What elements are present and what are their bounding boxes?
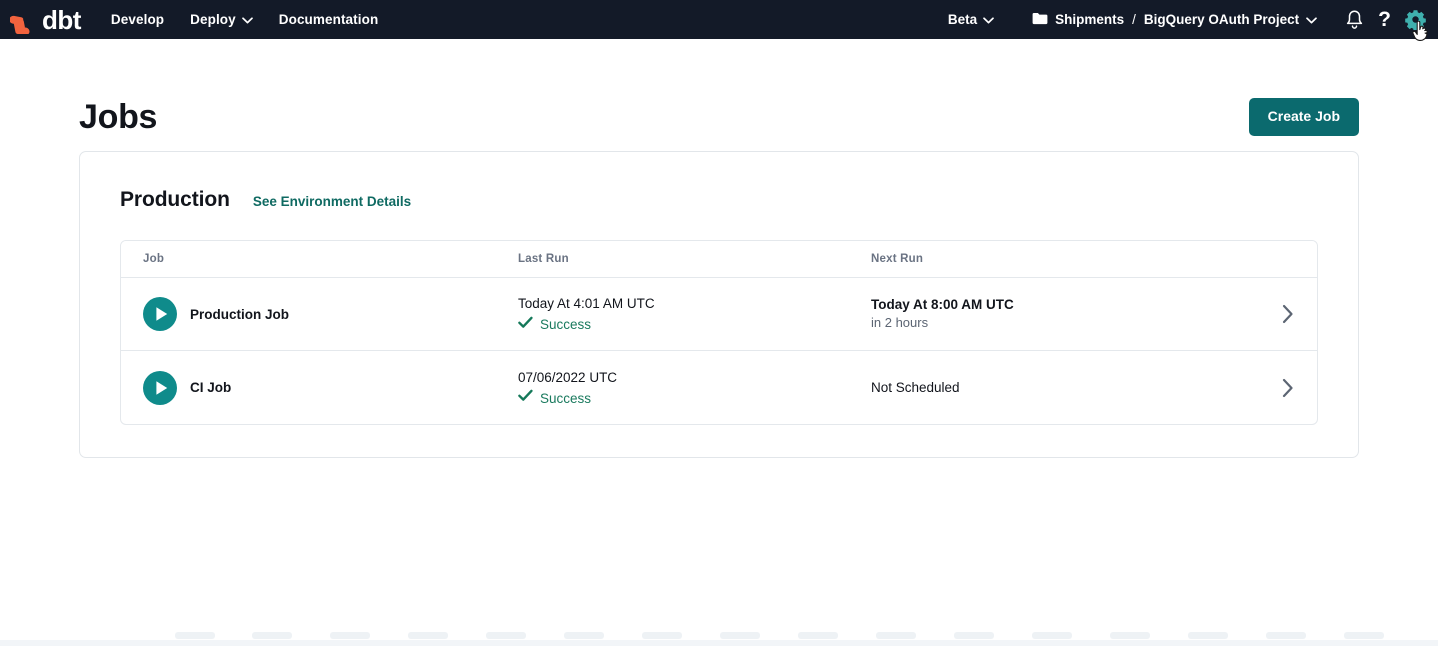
page-title: Jobs — [79, 98, 158, 136]
chevron-down-icon — [1306, 12, 1318, 27]
navbar-icon-buttons: ? — [1345, 8, 1428, 42]
bell-icon[interactable] — [1345, 9, 1364, 30]
jobs-table-header-row: Job Last Run Next Run — [121, 241, 1317, 278]
footer-ghost-bar — [1266, 632, 1306, 639]
check-icon — [518, 389, 533, 407]
nav-link-develop-label: Develop — [110, 12, 165, 27]
job-name: Production Job — [190, 306, 289, 322]
dbt-logo-icon — [10, 6, 40, 34]
chevron-right-icon — [1281, 303, 1295, 325]
jobs-table: Job Last Run Next Run Production Job — [120, 240, 1318, 425]
footer-ghost — [0, 628, 1438, 646]
footer-ghost-bar — [252, 632, 292, 639]
navbar-right-group: Beta Shipments / BigQuery OAuth Project — [948, 8, 1428, 42]
chevron-down-icon — [241, 12, 253, 27]
dbt-logo-text: dbt — [42, 4, 81, 35]
check-icon — [518, 316, 533, 334]
dbt-logo[interactable]: dbt — [10, 6, 81, 34]
beta-label: Beta — [947, 12, 978, 27]
footer-ghost-bar — [408, 632, 448, 639]
last-run-status-text: Success — [540, 390, 592, 406]
folder-icon — [1032, 12, 1048, 28]
last-run-cell: Today At 4:01 AM UTC Success — [518, 294, 871, 334]
environment-card: Production See Environment Details Job L… — [79, 151, 1359, 458]
environment-card-header: Production See Environment Details — [120, 188, 1318, 212]
footer-ghost-bar — [1344, 632, 1384, 639]
footer-ghost-bar — [642, 632, 682, 639]
chevron-right-icon — [1281, 377, 1295, 399]
see-environment-details-link[interactable]: See Environment Details — [252, 194, 412, 209]
last-run-cell: 07/06/2022 UTC Success — [518, 368, 871, 408]
job-name: CI Job — [190, 380, 232, 395]
table-row[interactable]: Production Job Today At 4:01 AM UTC Succ… — [121, 278, 1317, 351]
next-run-time: Today At 8:00 AM UTC — [871, 296, 1014, 312]
footer-ghost-bar — [175, 632, 215, 639]
breadcrumb-account-label: Shipments — [1055, 12, 1125, 27]
next-run-cell: Not Scheduled — [871, 378, 1255, 398]
last-run-status-text: Success — [540, 317, 592, 333]
nav-link-deploy-label: Deploy — [190, 12, 236, 27]
chevron-down-icon — [983, 12, 994, 27]
last-run-time: Today At 4:01 AM UTC — [518, 296, 655, 312]
nav-link-documentation[interactable]: Documentation — [279, 12, 379, 27]
job-cell: Production Job — [143, 297, 518, 331]
footer-ghost-bar — [564, 632, 604, 639]
next-run-relative: in 2 hours — [871, 315, 929, 331]
row-arrow[interactable] — [1255, 377, 1295, 399]
create-job-button[interactable]: Create Job — [1248, 98, 1359, 136]
nav-link-deploy[interactable]: Deploy — [190, 12, 253, 27]
last-run-status: Success — [518, 316, 871, 334]
row-arrow[interactable] — [1255, 303, 1295, 325]
column-header-job: Job — [143, 253, 165, 265]
footer-ghost-bar — [486, 632, 526, 639]
navbar-left-group: dbt Develop Deploy Documentation — [10, 6, 378, 34]
last-run-status: Success — [518, 389, 871, 407]
help-icon[interactable]: ? — [1378, 8, 1391, 31]
table-row[interactable]: CI Job 07/06/2022 UTC Success Not Schedu… — [121, 351, 1317, 424]
footer-ghost-bar — [876, 632, 916, 639]
breadcrumb-separator: / — [1132, 12, 1136, 27]
footer-ghost-line — [0, 640, 1438, 646]
top-navbar: dbt Develop Deploy Documentation Beta — [0, 0, 1438, 42]
nav-link-documentation-label: Documentation — [278, 12, 379, 27]
play-circle-icon[interactable] — [143, 370, 177, 405]
nav-link-develop[interactable]: Develop — [111, 12, 164, 27]
footer-ghost-bar — [330, 632, 370, 639]
navbar-links: Develop Deploy Documentation — [111, 12, 378, 27]
environment-name: Production — [120, 188, 230, 211]
column-header-last-run: Last Run — [518, 253, 569, 265]
breadcrumb-account[interactable]: Shipments — [1032, 12, 1124, 28]
footer-ghost-bar — [720, 632, 760, 639]
breadcrumb-project[interactable]: BigQuery OAuth Project — [1143, 12, 1318, 27]
footer-ghost-bar — [798, 632, 838, 639]
beta-menu[interactable]: Beta — [948, 12, 994, 27]
footer-ghost-bar — [1188, 632, 1228, 639]
job-cell: CI Job — [143, 370, 518, 405]
play-circle-icon[interactable] — [143, 297, 177, 331]
footer-ghost-bar — [1110, 632, 1150, 639]
last-run-time: 07/06/2022 UTC — [518, 369, 618, 385]
footer-ghost-bar — [954, 632, 994, 639]
footer-ghost-bar — [1032, 632, 1072, 639]
breadcrumb: Shipments / BigQuery OAuth Project — [1032, 12, 1318, 28]
breadcrumb-project-label: BigQuery OAuth Project — [1143, 12, 1300, 27]
next-run-cell: Today At 8:00 AM UTC in 2 hours — [871, 295, 1255, 333]
column-header-next-run: Next Run — [871, 253, 924, 265]
next-run-time: Not Scheduled — [871, 379, 960, 395]
gear-icon[interactable] — [1405, 9, 1426, 30]
page-content: Jobs Create Job Production See Environme… — [0, 39, 1438, 458]
page-header: Jobs Create Job — [79, 39, 1359, 151]
